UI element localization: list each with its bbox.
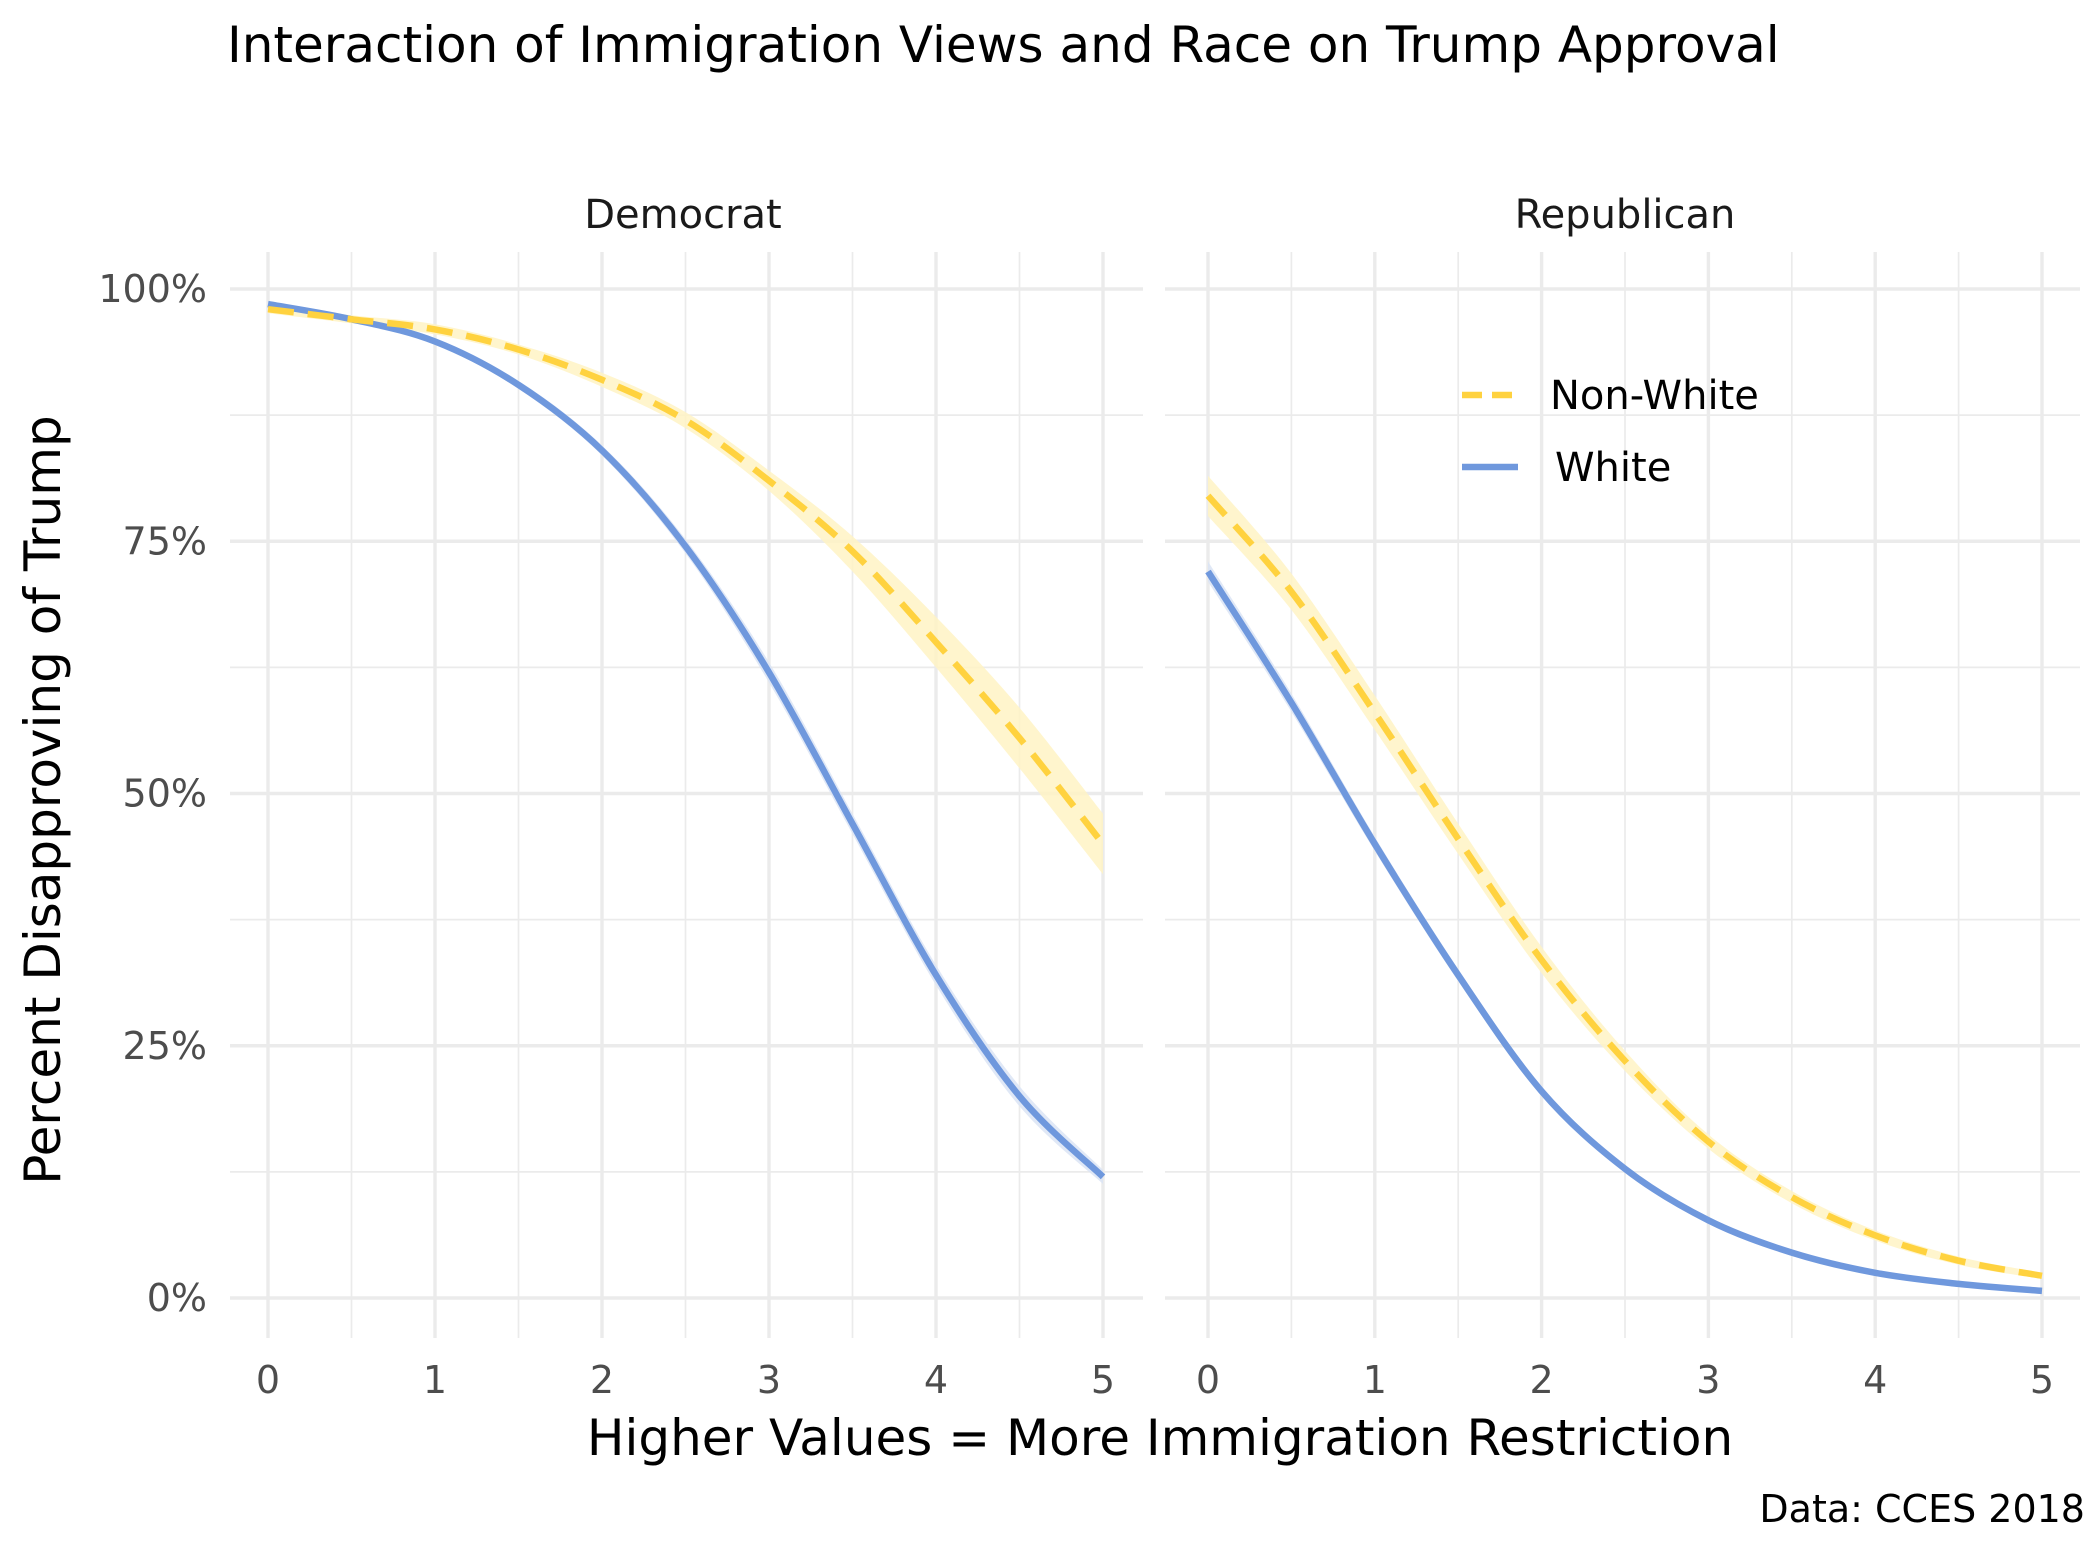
y-tick-label: 0%	[147, 1276, 207, 1320]
panel-republican-x-ticks: 0 1 2 3 4 5	[1196, 1358, 2054, 1402]
democrat-x-tick-label: 4	[924, 1358, 948, 1402]
facet-label-democrat: Democrat	[584, 192, 781, 238]
y-tick-label: 25%	[123, 1024, 207, 1068]
y-tick-label: 100%	[98, 267, 207, 311]
republican-x-tick-label: 2	[1530, 1358, 1554, 1402]
republican-x-tick-label: 1	[1363, 1358, 1387, 1402]
legend-label-white: White	[1555, 445, 1671, 491]
legend: Non-White White	[1462, 373, 1759, 491]
democrat-line-white	[267, 300, 1106, 1180]
democrat-x-tick-label: 3	[757, 1358, 781, 1402]
republican-x-tick-label: 5	[2030, 1358, 2054, 1402]
panel-democrat: Democrat 0 1 2 3 4 5	[230, 192, 1143, 1402]
y-axis-label: Percent Disapproving of Trump	[14, 415, 72, 1184]
panel-democrat-x-ticks: 0 1 2 3 4 5	[256, 1358, 1115, 1402]
republican-x-tick-label: 3	[1696, 1358, 1720, 1402]
democrat-x-tick-label: 1	[423, 1358, 447, 1402]
republican-x-tick-label: 4	[1863, 1358, 1887, 1402]
republican-x-tick-label: 0	[1196, 1358, 1220, 1402]
panel-republican-grid	[1165, 252, 2080, 1338]
panel-republican-lines	[1205, 493, 2043, 1295]
y-axis-ticks: 0% 25% 50% 75% 100%	[98, 267, 207, 1320]
facet-label-republican: Republican	[1515, 192, 1736, 238]
y-tick-label: 75%	[123, 519, 207, 563]
x-axis-label: Higher Values = More Immigration Restric…	[587, 1409, 1733, 1467]
democrat-x-tick-label: 2	[590, 1358, 614, 1402]
panel-democrat-lines	[267, 300, 1106, 1180]
caption: Data: CCES 2018	[1759, 1487, 2085, 1531]
republican-line-white	[1205, 569, 2043, 1295]
y-tick-label: 50%	[123, 772, 207, 816]
chart-title: Interaction of Immigration Views and Rac…	[227, 16, 1780, 74]
democrat-x-tick-label: 5	[1091, 1358, 1115, 1402]
republican-line-non-white	[1205, 493, 2043, 1279]
democrat-line-non-white	[267, 305, 1106, 847]
legend-label-non-white: Non-White	[1550, 373, 1759, 419]
democrat-x-tick-label: 0	[256, 1358, 280, 1402]
panel-republican: Republican 0 1 2 3 4 5	[1165, 192, 2080, 1402]
democrat-ribbon-non-white	[268, 305, 1103, 875]
